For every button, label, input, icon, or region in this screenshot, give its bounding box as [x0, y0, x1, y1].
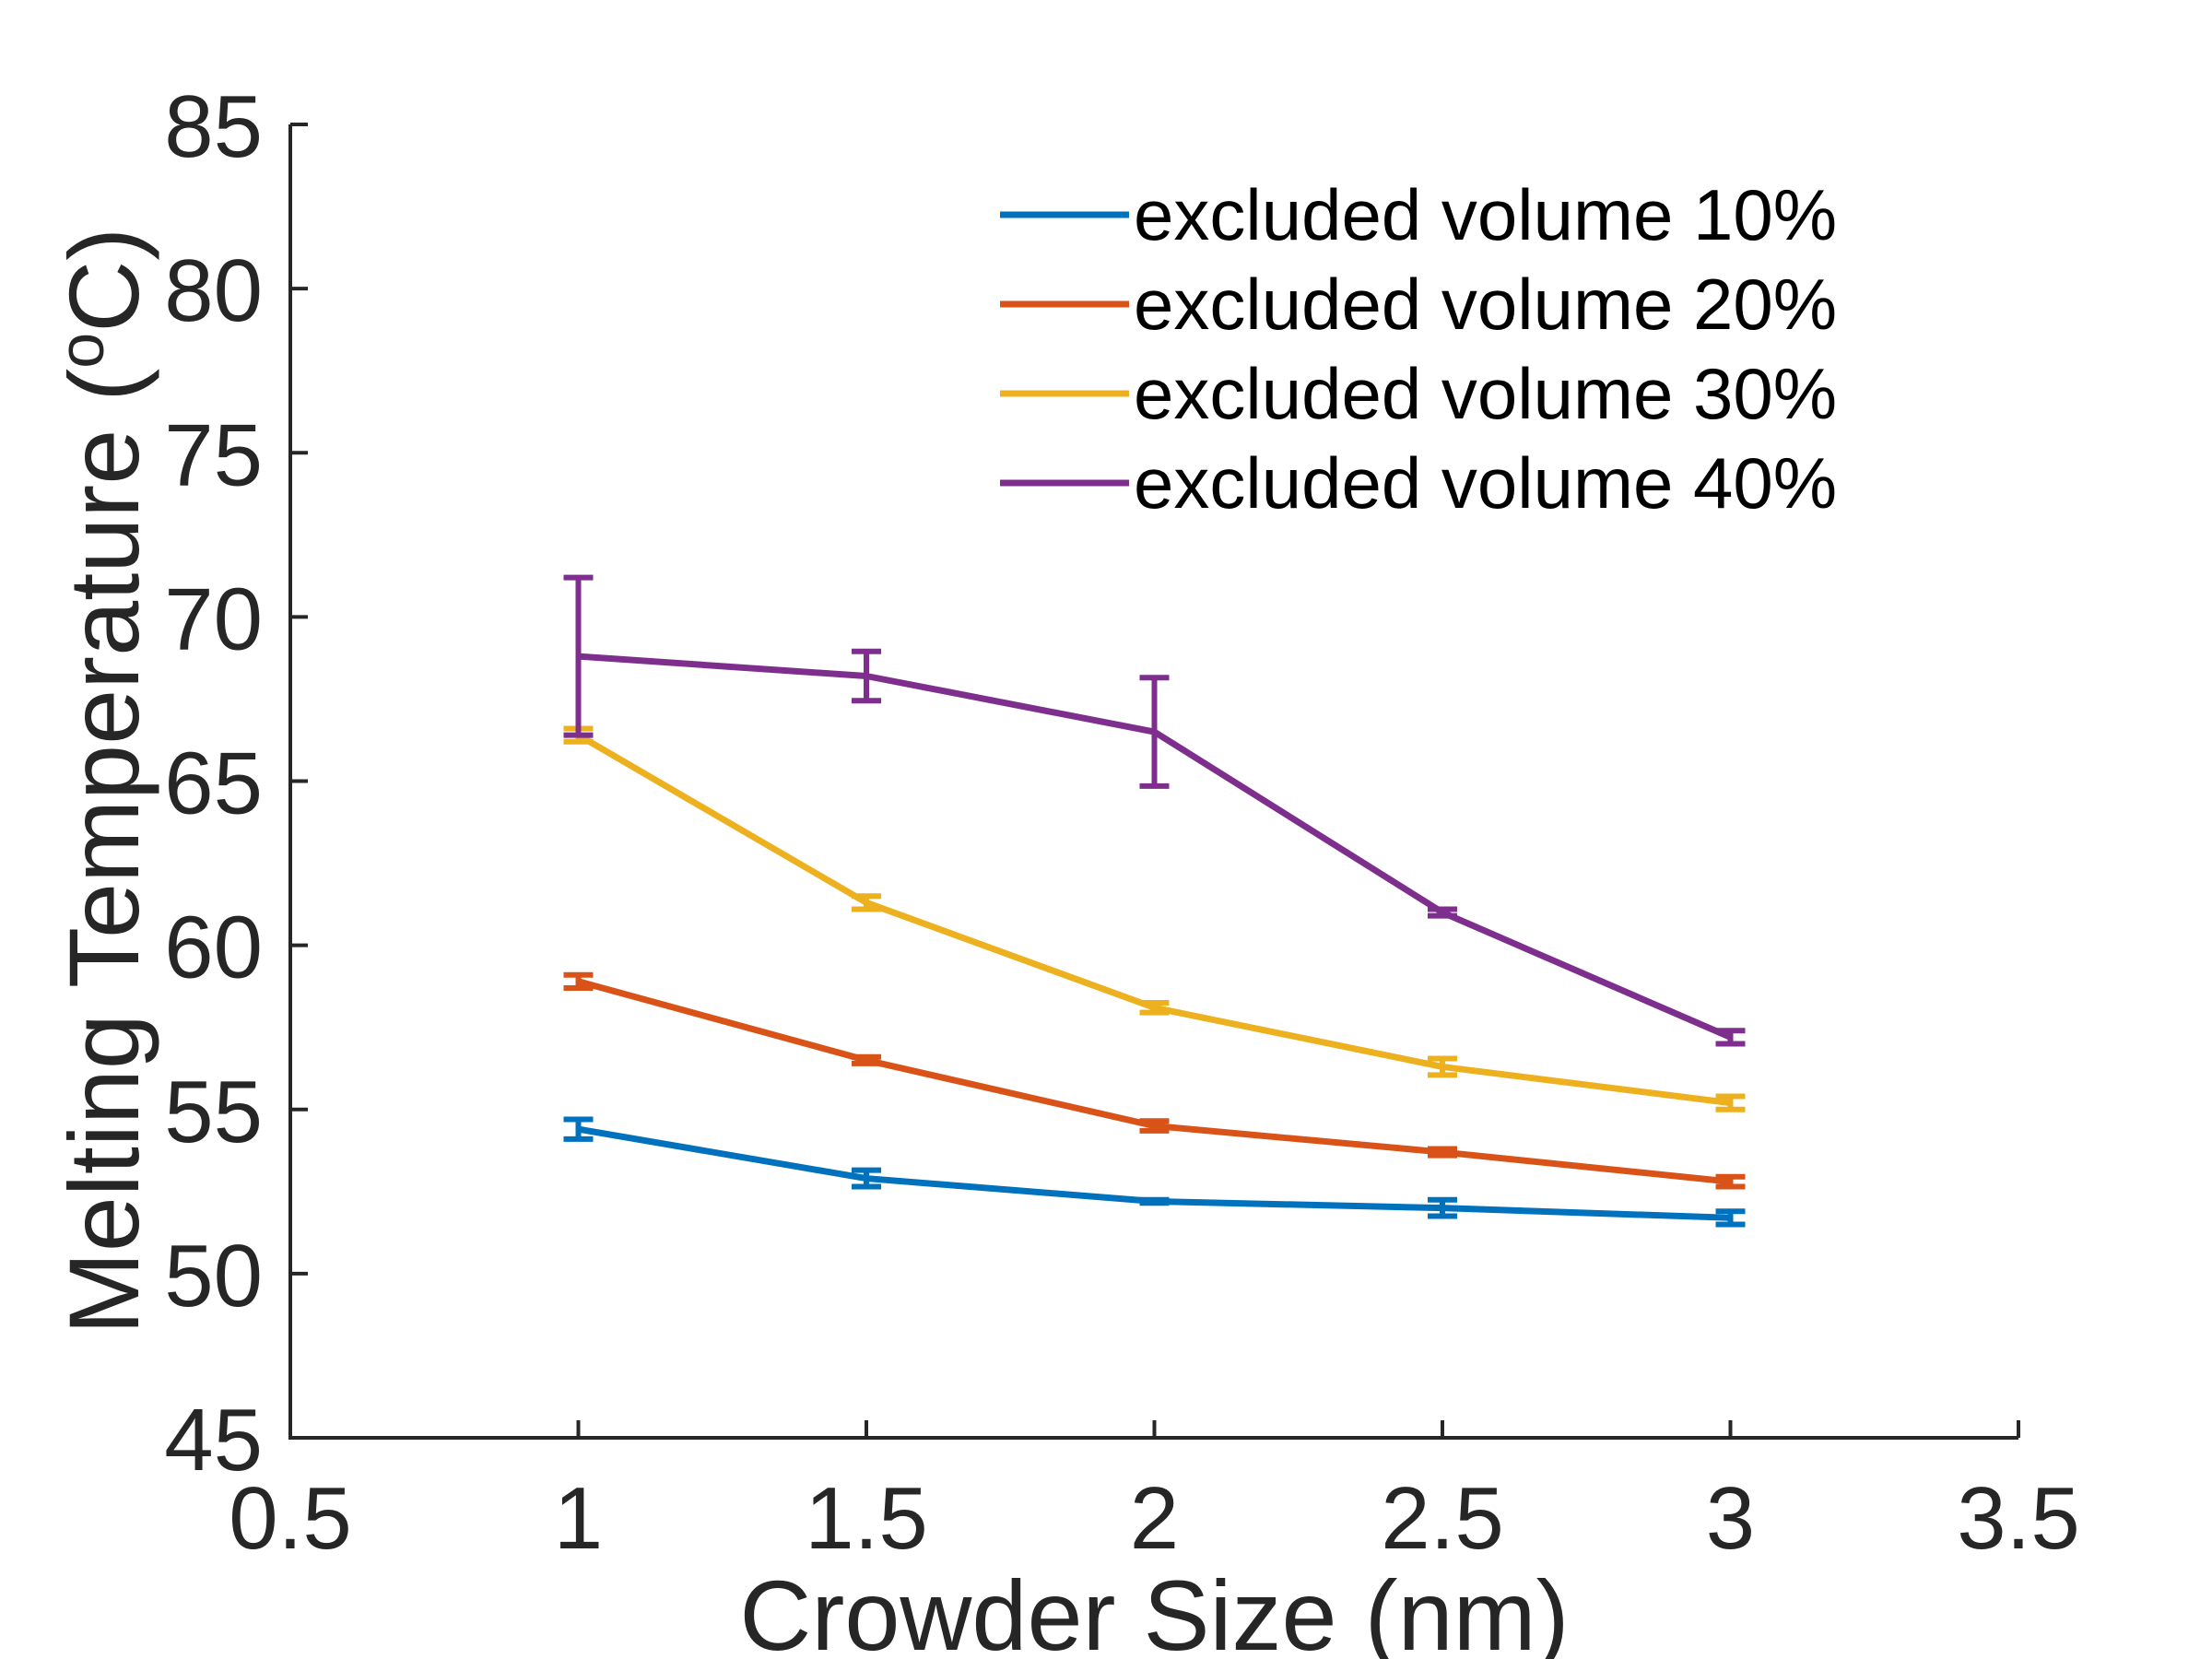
legend-label: excluded volume 20% [1134, 264, 1837, 345]
series-line [576, 732, 1731, 1107]
y-axis-ticks: 45 50 55 60 65 70 75 80 85 [164, 77, 308, 1489]
data-point [1440, 1064, 1445, 1070]
legend-item: excluded volume 10% [1000, 174, 1837, 255]
data-point [864, 900, 869, 906]
x-tick-label: 1 [554, 1469, 603, 1568]
data-point [1727, 1215, 1734, 1221]
y-axis-title-prefix: Melting Temperature ( [48, 369, 159, 1335]
x-tick-label: 2 [1130, 1469, 1179, 1568]
y-axis-title-suffix: C) [48, 228, 159, 333]
y-tick-label: 70 [164, 570, 263, 668]
x-axis-ticks: 0.5 1 1.5 2 2.5 3 3.5 [229, 1420, 2080, 1568]
data-point [1727, 1100, 1734, 1106]
y-tick-label: 65 [164, 735, 263, 833]
x-tick-label: 1.5 [805, 1469, 927, 1568]
legend-label: excluded volume 40% [1134, 442, 1837, 524]
legend: excluded volume 10%excluded volume 20%ex… [1000, 174, 1837, 524]
y-tick-label: 85 [164, 77, 263, 176]
data-point [575, 978, 582, 984]
y-tick-label: 45 [164, 1391, 263, 1489]
y-tick-label: 55 [164, 1063, 263, 1161]
axes: 0.5 1 1.5 2 2.5 3 3.5 45 50 55 60 65 70 75 80 85 [164, 77, 2080, 1568]
legend-label: excluded volume 10% [1134, 174, 1837, 255]
data-point [864, 1175, 869, 1182]
data-point [1151, 1123, 1158, 1129]
data-point [575, 653, 582, 660]
legend-item: excluded volume 40% [1000, 442, 1837, 524]
legend-label: excluded volume 30% [1134, 353, 1837, 434]
series-layer [563, 574, 1746, 1228]
data-point [1440, 1205, 1445, 1211]
legend-item: excluded volume 20% [1000, 264, 1837, 345]
series-4 [563, 574, 1746, 1047]
x-tick-label: 0.5 [229, 1469, 351, 1568]
series-3 [563, 725, 1746, 1112]
x-tick-label: 3 [1706, 1469, 1755, 1568]
data-point [1151, 729, 1158, 735]
y-tick-label: 50 [164, 1227, 263, 1325]
data-point [1440, 1149, 1445, 1156]
series-2 [563, 971, 1746, 1190]
data-point [864, 673, 869, 679]
data-point [1727, 1034, 1734, 1041]
data-point [1440, 910, 1445, 915]
y-axis-title-superscript: o [45, 333, 117, 369]
data-point [1151, 1005, 1158, 1011]
y-tick-label: 60 [164, 899, 263, 997]
y-tick-label: 75 [164, 406, 263, 504]
x-tick-label: 2.5 [1381, 1469, 1503, 1568]
data-point [864, 1057, 869, 1064]
x-axis-title: Crowder Size (nm) [739, 1559, 1569, 1659]
legend-item: excluded volume 30% [1000, 353, 1837, 434]
y-axis-title: Melting Temperature (oC) [45, 228, 159, 1335]
data-point [575, 1126, 582, 1133]
data-point [1151, 1198, 1158, 1205]
data-point [1727, 1179, 1734, 1185]
x-tick-label: 3.5 [1957, 1469, 2079, 1568]
series-1 [563, 1116, 1746, 1228]
y-tick-label: 80 [164, 241, 263, 340]
